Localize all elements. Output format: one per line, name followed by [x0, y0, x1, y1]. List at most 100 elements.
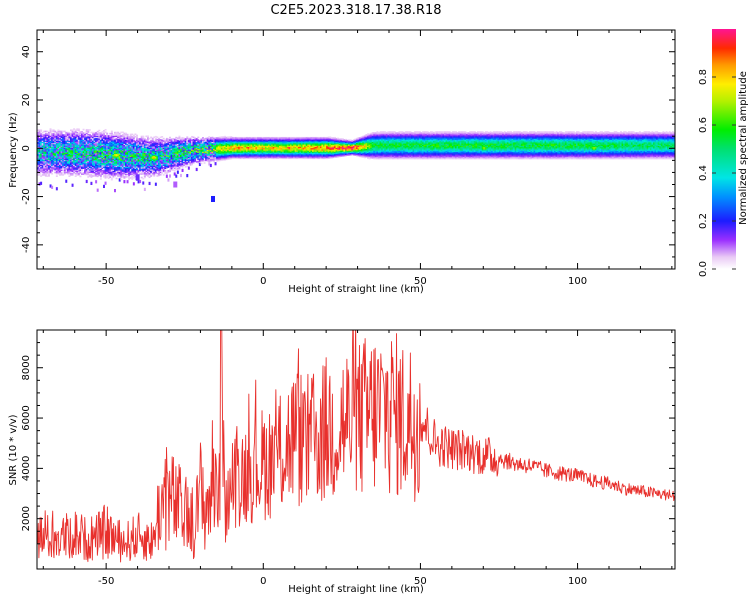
- spectrogram-cell: [103, 150, 105, 153]
- spectrogram-cell: [38, 129, 41, 132]
- spectrogram-cell: [308, 149, 311, 151]
- spectrogram-cell: [250, 145, 253, 148]
- spectrogram-cell: [115, 160, 118, 163]
- spectrogram-cell: [261, 140, 264, 143]
- spectrogram-cell: [136, 169, 138, 172]
- spectrogram-cell: [285, 142, 288, 145]
- spectrogram-cell: [327, 154, 330, 157]
- spectrogram-cell: [92, 165, 94, 168]
- spectrogram-cell: [46, 143, 49, 146]
- spectrogram-cell: [205, 157, 208, 159]
- spectrogram-cell: [222, 149, 225, 151]
- spectrogram-cell: [269, 153, 272, 156]
- spectrogram-cell: [68, 131, 71, 134]
- spectrogram-cell: [299, 141, 302, 144]
- spectrogram-cell: [169, 151, 171, 153]
- spectrogram-cell: [164, 145, 167, 148]
- spectrogram-cell: [71, 134, 74, 136]
- spectrogram-cell: [286, 140, 289, 143]
- spectrogram-cell: [66, 170, 69, 173]
- spectrogram-cell: [52, 160, 55, 163]
- spectrogram-cell: [55, 156, 58, 158]
- spectrogram-cell: [195, 155, 198, 157]
- spectrogram-cell: [191, 141, 193, 144]
- spectrogram-cell: [62, 152, 65, 155]
- spectrogram-cell: [110, 139, 113, 141]
- spectrogram-cell: [176, 148, 179, 150]
- spectrogram-cell: [95, 153, 98, 156]
- spectrogram-cell: [313, 146, 316, 149]
- spectrogram-cell: [158, 139, 160, 142]
- spectrogram-cell: [57, 162, 60, 164]
- spectrogram-cell: [123, 177, 126, 179]
- spectrogram-cell: [62, 159, 65, 162]
- spectrogram-cell: [90, 143, 93, 146]
- spectrogram-cell: [337, 138, 340, 141]
- spectrogram-cell: [74, 139, 77, 141]
- spectrogram-cell: [117, 164, 120, 166]
- spectrogram-cell: [68, 165, 71, 168]
- spectrogram-cell: [120, 164, 123, 166]
- spectrogram-cell: [326, 149, 329, 151]
- spectrogram-cell: [44, 170, 47, 173]
- spectrogram-cell: [68, 149, 71, 152]
- spectrogram-cell: [255, 150, 258, 152]
- spectrogram-cell: [225, 156, 228, 158]
- spectrogram-cell: [131, 157, 134, 160]
- spectrogram-cell: [271, 147, 274, 150]
- spectrogram-cell: [159, 136, 162, 139]
- spectrogram-cell: [164, 151, 167, 154]
- spectrogram-cell: [46, 130, 49, 133]
- spectrogram-cell: [68, 169, 71, 171]
- spectrogram-cell: [101, 163, 104, 166]
- spectrogram-cell: [73, 166, 76, 169]
- spectrogram-cell: [81, 134, 83, 137]
- spectrogram-cell: [148, 168, 151, 170]
- spectrogram-cell: [103, 174, 105, 177]
- spectrogram-cell: [192, 152, 195, 154]
- spectrogram-cell: [52, 145, 55, 147]
- spectrogram-cell: [286, 152, 289, 155]
- spectrogram-cell: [110, 161, 113, 164]
- spectrogram-cell: [82, 155, 85, 157]
- spectrogram-cell: [137, 156, 140, 158]
- spectrogram-cell: [51, 147, 54, 150]
- spectrogram-cell: [153, 166, 156, 169]
- spectrogram-cell: [95, 169, 98, 172]
- spectrogram-cell: [164, 163, 167, 166]
- spectrogram-cell: [82, 166, 85, 168]
- spectrogram-cell: [109, 161, 112, 164]
- spectrogram-cell: [187, 145, 190, 148]
- spectrogram-cell: [121, 150, 124, 153]
- spectrogram-cell: [118, 138, 121, 141]
- spectrogram-cell: [224, 158, 226, 161]
- spectrogram-cell: [274, 153, 277, 156]
- spectrogram-cell: [54, 143, 57, 146]
- spectrogram-cell: [231, 151, 234, 154]
- spectrogram-cell: [82, 148, 85, 150]
- spectrogram-cell: [43, 162, 46, 164]
- spectrogram-cell: [244, 136, 247, 139]
- spectrogram-cell: [82, 134, 85, 137]
- spectrogram-cell: [312, 140, 314, 143]
- spectrogram-cell: [178, 164, 181, 167]
- spectrogram-cell: [176, 158, 179, 160]
- spectrogram-cell: [186, 154, 189, 157]
- spectrogram-cell: [92, 164, 94, 166]
- spectrogram-cell: [142, 158, 145, 161]
- spectrogram-cell: [297, 152, 300, 155]
- spectrogram-cell: [274, 151, 277, 154]
- spectrogram-cell: [40, 140, 43, 142]
- spectrogram-cell: [74, 157, 77, 159]
- spectrogram-cell: [118, 144, 121, 147]
- spectrogram-cell: [77, 142, 80, 145]
- spectrogram-cell: [321, 149, 324, 151]
- spectrogram-cell: [206, 150, 209, 153]
- spectrogram-cell: [82, 157, 85, 160]
- spectrogram-cell: [162, 140, 165, 142]
- spectrogram-cell: [79, 175, 82, 178]
- spectrogram-cell: [68, 156, 71, 158]
- spectrogram-cell: [302, 155, 305, 157]
- spectrogram-cell: [54, 146, 57, 148]
- spectrogram-cell: [71, 147, 74, 150]
